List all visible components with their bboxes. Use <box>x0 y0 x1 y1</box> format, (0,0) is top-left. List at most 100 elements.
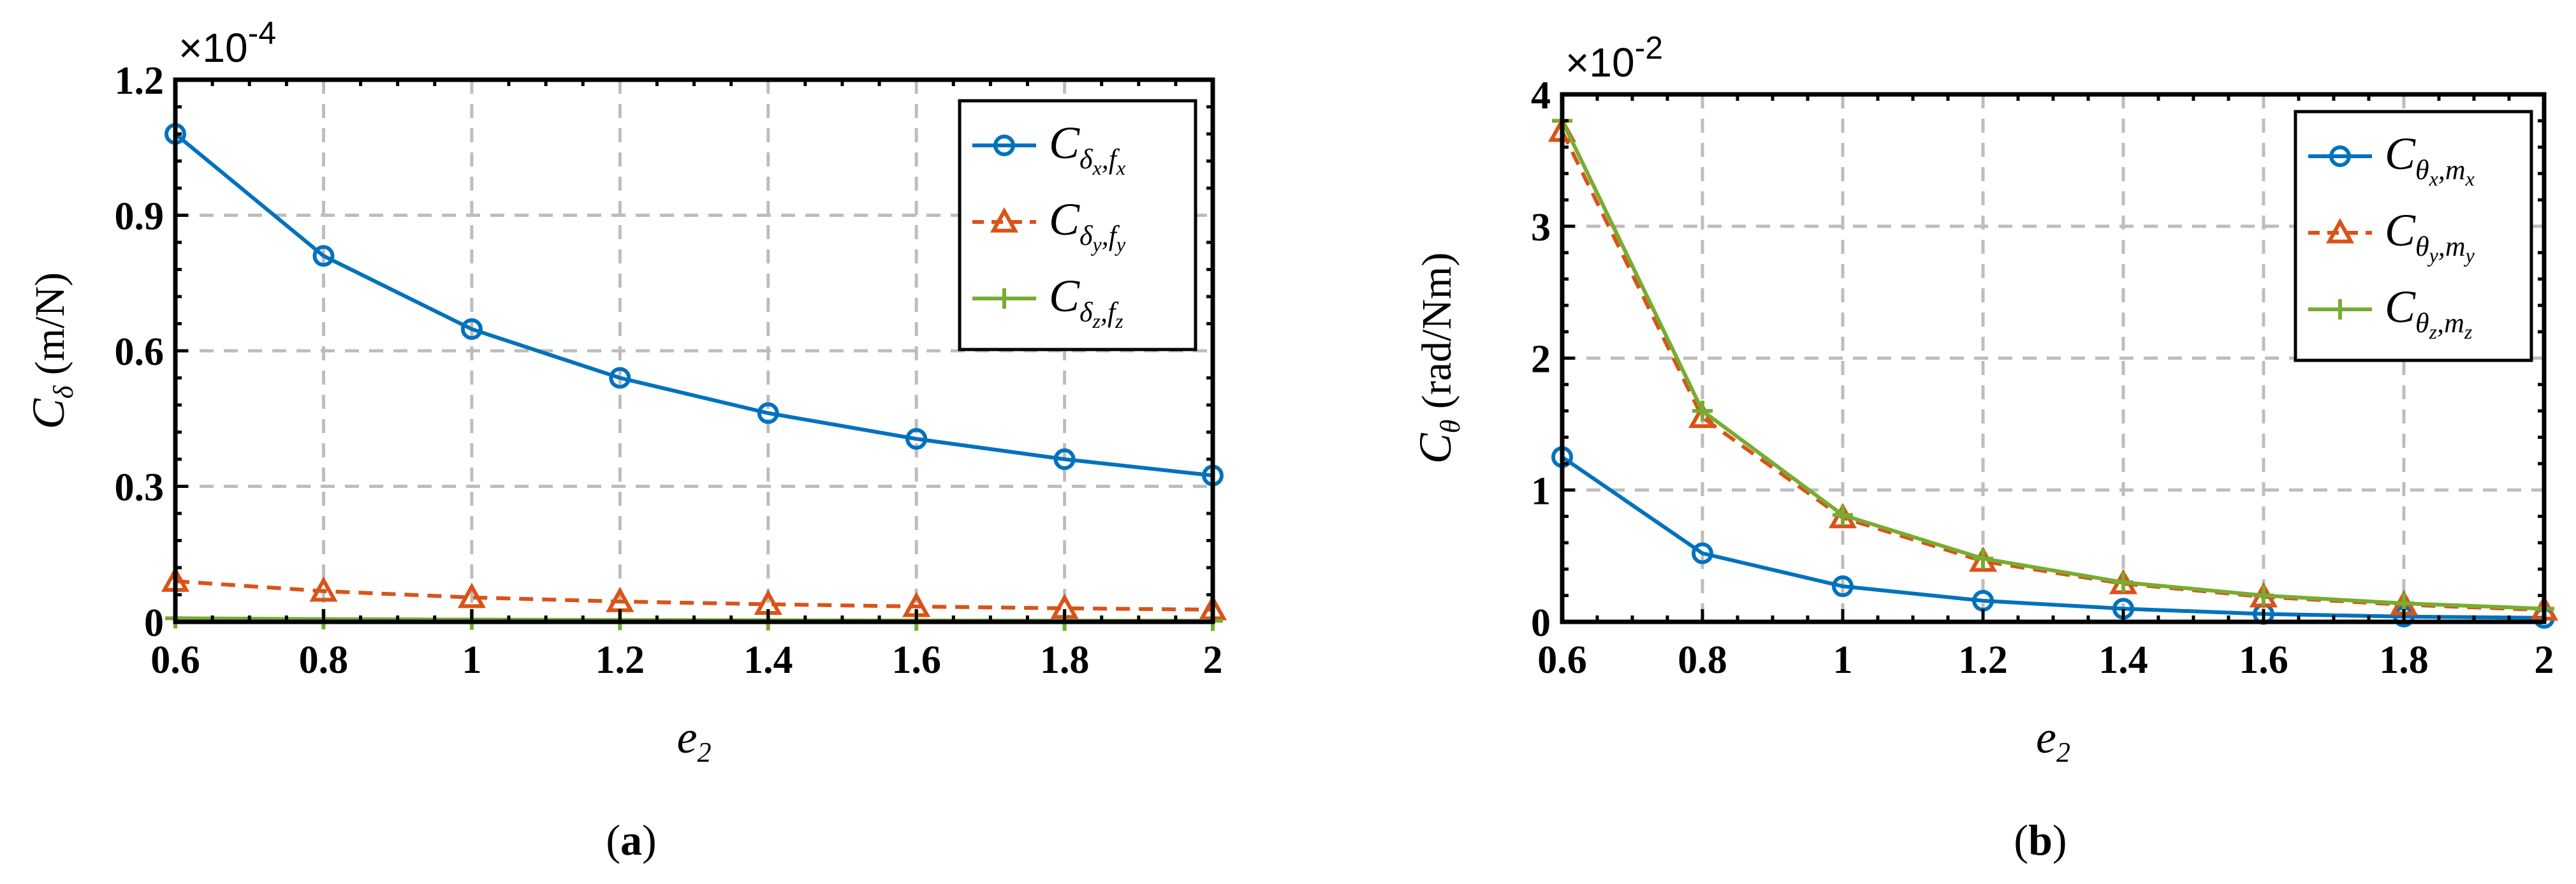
x-axis-label: e2 <box>2036 712 2070 768</box>
data-point <box>1973 548 1993 569</box>
legend-sub1: θ <box>2415 307 2429 339</box>
x-label-sub: 2 <box>2056 737 2070 768</box>
legend-sub1: δ <box>1079 220 1094 251</box>
legend-base: C <box>1049 194 1080 245</box>
legend-label: Cθy,my <box>2385 205 2475 267</box>
chart-a: 0.6 0.8 1 1.2 1.4 1.6 1.8 200.30.60.91.2×10-4e2… <box>23 15 1227 864</box>
legend-base: C <box>2385 128 2416 179</box>
subfigure-caption: (b) <box>2014 816 2067 864</box>
data-point <box>905 428 928 450</box>
data-point <box>460 318 483 340</box>
x-label-sub: 2 <box>697 737 711 768</box>
data-point <box>609 367 631 389</box>
exponent-power: -4 <box>248 15 276 51</box>
legend-sub2-sub: y <box>2464 244 2475 267</box>
y-tick-label: 0 <box>1531 601 1551 645</box>
legend-swatch-marker <box>2330 299 2350 320</box>
subfigure-caption: (a) <box>606 816 656 864</box>
exponent-base: ×10 <box>179 25 248 71</box>
legend-sub2: ,m <box>2438 154 2466 186</box>
axis-exponent: ×10-2 <box>1565 30 1663 85</box>
legend-swatch-marker <box>994 288 1014 309</box>
caption-letter: a <box>620 816 642 864</box>
exponent-base: ×10 <box>1565 40 1635 85</box>
data-point <box>1692 542 1713 564</box>
x-tick-label: 0.6 <box>150 638 200 682</box>
series-line-1 <box>1561 455 2545 620</box>
y-axis-label: Cδ (m/N) <box>23 272 79 429</box>
legend-sub1: θ <box>2415 154 2429 186</box>
y-label-base: C <box>23 398 74 429</box>
legend-sub2: ,m <box>2438 231 2466 262</box>
y-label-unit: (rad/Nm) <box>1414 253 1460 420</box>
y-tick-label: 0 <box>144 601 164 645</box>
y-label-sub: θ <box>1435 420 1466 434</box>
legend-sub1-sub: y <box>1090 233 1102 256</box>
data-point <box>1692 401 1713 422</box>
x-label-base: e <box>2036 712 2056 763</box>
legend-sub2-sub: x <box>1116 156 1125 179</box>
legend-base: C <box>1049 117 1080 168</box>
x-label-base: e <box>677 712 698 763</box>
x-tick-label: 1.6 <box>891 638 941 682</box>
legend-sub1: θ <box>2415 231 2429 262</box>
y-label-base: C <box>1410 432 1461 464</box>
legend-label: Cθx,mx <box>2385 128 2475 190</box>
legend-sub1-sub: x <box>1092 156 1101 179</box>
legend-base: C <box>1049 270 1080 321</box>
legend-box <box>958 99 1197 351</box>
exponent-power: -2 <box>1635 30 1663 66</box>
x-tick-label: 1.4 <box>2098 638 2148 682</box>
series-line-3 <box>1560 120 2545 611</box>
series-line-1 <box>174 132 1213 478</box>
legend-label: Cδy,fy <box>1049 194 1126 256</box>
x-tick-label: 1.6 <box>2239 638 2288 682</box>
legend-sub1: δ <box>1079 144 1094 175</box>
caption-close: ) <box>642 816 657 864</box>
data-point <box>1833 505 1853 526</box>
data-point <box>2113 571 2133 593</box>
legend-swatch-marker <box>993 135 1015 156</box>
x-tick-label: 1.2 <box>596 638 645 682</box>
y-tick-label: 1 <box>1531 469 1551 513</box>
data-point <box>457 582 486 608</box>
x-tick-label: 1 <box>462 638 481 682</box>
legend-sub1-sub: z <box>2429 320 2438 343</box>
legend-sub1-sub: z <box>1092 309 1101 332</box>
legend-swatch-marker <box>2329 145 2351 167</box>
legend-base: C <box>2385 205 2416 256</box>
y-tick-label: 0.6 <box>115 330 165 374</box>
x-axis-label: e2 <box>677 712 712 768</box>
x-tick-label: 1 <box>1833 638 1853 682</box>
y-tick-label: 2 <box>1531 338 1551 381</box>
legend-sub2-sub: x <box>2465 167 2475 190</box>
legend-label: Cδx,fx <box>1049 117 1125 179</box>
legend-sub2: ,m <box>2437 307 2464 339</box>
legend-sub1-sub: x <box>2429 167 2438 190</box>
data-point <box>1053 448 1076 470</box>
x-tick-label: 2 <box>1203 638 1223 682</box>
legend-sub2-sub: z <box>1115 309 1123 332</box>
caption-letter: b <box>2028 816 2053 864</box>
x-tick-label: 1.2 <box>1958 638 2008 682</box>
x-tick-label: 1.4 <box>743 638 793 682</box>
caption-open: ( <box>606 816 620 864</box>
x-tick-label: 2 <box>2535 638 2554 682</box>
legend-label: Cθz,mz <box>2385 281 2473 343</box>
x-tick-label: 0.8 <box>299 638 349 682</box>
legend-sub2-sub: z <box>2464 320 2473 343</box>
data-point <box>309 576 338 602</box>
series-line-2 <box>175 579 1213 612</box>
axis-exponent: ×10-4 <box>179 15 276 71</box>
x-tick-label: 0.6 <box>1537 638 1587 682</box>
y-tick-label: 4 <box>1531 74 1551 117</box>
y-axis-label: Cθ (rad/Nm) <box>1410 253 1466 464</box>
legend-sub1-sub: y <box>2427 244 2439 267</box>
x-tick-label: 1.8 <box>1040 638 1090 682</box>
x-tick-label: 0.8 <box>1678 638 1727 682</box>
x-tick-label: 1.8 <box>2379 638 2429 682</box>
y-tick-label: 3 <box>1531 206 1551 249</box>
y-label-sub: δ <box>48 385 79 399</box>
